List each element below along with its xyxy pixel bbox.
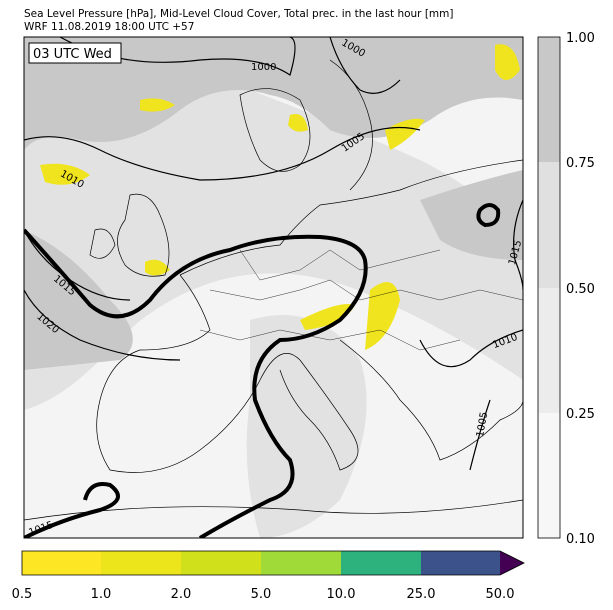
colorbar-tick-label: 0.50 bbox=[566, 282, 595, 297]
colorbar-tick-label: 10.0 bbox=[327, 587, 356, 602]
title-line: Sea Level Pressure [hPa], Mid-Level Clou… bbox=[24, 8, 454, 20]
colorbar-tick-label: 0.10 bbox=[566, 532, 595, 547]
colorbar-tick-label: 0.75 bbox=[566, 156, 595, 171]
colorbar-tick-label: 5.0 bbox=[251, 587, 272, 602]
colorbar-tick-label: 25.0 bbox=[407, 587, 436, 602]
subtitle-line: WRF 11.08.2019 18:00 UTC +57 bbox=[24, 21, 194, 33]
colorbar-tick-label: 2.0 bbox=[171, 587, 192, 602]
colorbar-tick-label: 0.25 bbox=[566, 407, 595, 422]
colorbar-tick-label: 0.5 bbox=[12, 587, 33, 602]
colorbar-tick-label: 1.00 bbox=[566, 31, 595, 46]
cloud-colorbar: 1.00 0.75 0.50 0.25 0.10 bbox=[537, 31, 595, 547]
colorbar-tick-label: 1.0 bbox=[91, 587, 112, 602]
colorbar-tick-label: 50.0 bbox=[486, 587, 515, 602]
isobar-label: 1005 bbox=[475, 411, 490, 438]
map: 03 UTC Wed 1000 1000 1005 1010 1015 1020… bbox=[23, 36, 524, 539]
precip-colorbar: 0.5 1.0 2.0 5.0 10.0 25.0 50.0 bbox=[12, 550, 525, 602]
time-label: 03 UTC Wed bbox=[33, 47, 112, 62]
isobar-label: 1000 bbox=[251, 62, 276, 73]
